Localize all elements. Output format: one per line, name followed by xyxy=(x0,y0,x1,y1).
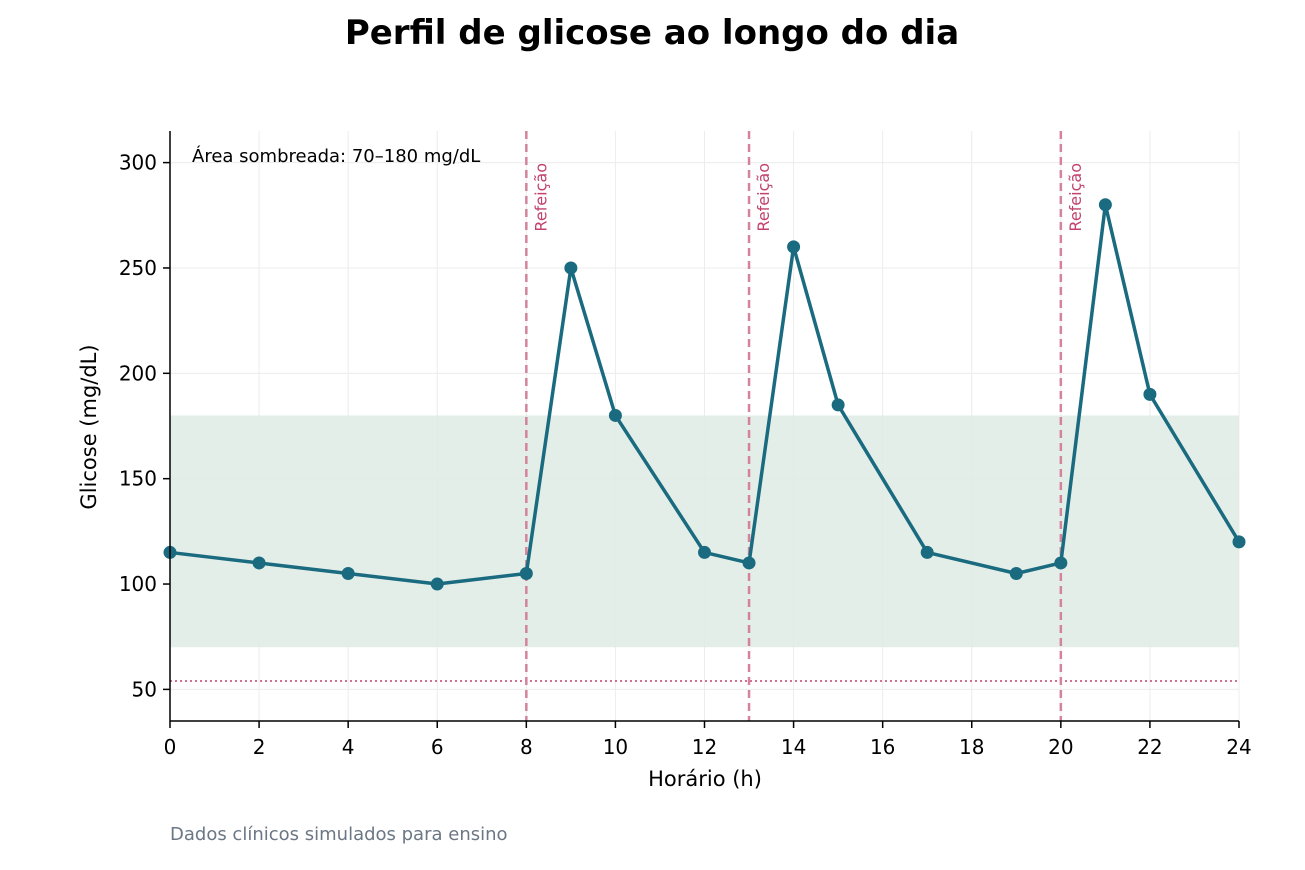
x-tick-label: 14 xyxy=(781,735,806,759)
y-tick-label: 200 xyxy=(119,361,157,385)
x-tick-label: 18 xyxy=(959,735,984,759)
y-tick-label: 100 xyxy=(119,572,157,596)
y-tick-label: 300 xyxy=(119,151,157,175)
data-point xyxy=(564,261,578,275)
data-point xyxy=(1143,387,1157,401)
x-tick-label: 0 xyxy=(164,735,177,759)
y-tick-label: 50 xyxy=(132,677,157,701)
data-point xyxy=(1054,556,1068,570)
y-tick-label: 150 xyxy=(119,467,157,491)
data-point xyxy=(1232,535,1246,549)
data-point xyxy=(831,398,845,412)
x-tick-label: 24 xyxy=(1226,735,1251,759)
data-point xyxy=(698,545,711,559)
y-axis-label: Glicose (mg/dL) xyxy=(77,344,101,509)
data-point xyxy=(742,556,756,570)
x-tick-label: 6 xyxy=(431,735,444,759)
footnote: Dados clínicos simulados para ensino xyxy=(170,824,508,845)
data-point xyxy=(1098,198,1112,212)
data-point xyxy=(341,567,355,580)
y-tick-label: 250 xyxy=(119,256,157,280)
x-tick-label: 10 xyxy=(603,735,628,759)
series-layer xyxy=(163,198,1246,591)
data-point xyxy=(430,577,444,591)
x-tick-label: 2 xyxy=(253,735,266,759)
meal-lines-layer: Refeição Refeição Refeição xyxy=(525,131,1085,721)
data-point xyxy=(787,240,801,254)
meal-label: Refeição xyxy=(754,163,773,232)
data-point xyxy=(1009,567,1023,580)
band-annotation: Área sombreada: 70–180 mg/dL xyxy=(192,145,480,167)
meal-label: Refeição xyxy=(1066,163,1085,232)
x-tick-label: 12 xyxy=(692,735,717,759)
x-axis-label: Horário (h) xyxy=(648,767,762,791)
x-tick-label: 20 xyxy=(1048,735,1073,759)
meal-label: Refeição xyxy=(531,163,550,232)
data-point xyxy=(920,545,934,559)
x-tick-label: 16 xyxy=(870,735,895,759)
chart-title: Perfil de glicose ao longo do dia xyxy=(345,13,959,53)
target-band xyxy=(170,415,1239,648)
x-tick-label: 8 xyxy=(520,735,533,759)
data-point xyxy=(519,567,533,580)
data-point xyxy=(252,556,266,570)
x-tick-label: 22 xyxy=(1137,735,1162,759)
target-band-layer xyxy=(170,415,1239,648)
x-tick-label: 4 xyxy=(342,735,355,759)
data-point xyxy=(608,408,622,422)
